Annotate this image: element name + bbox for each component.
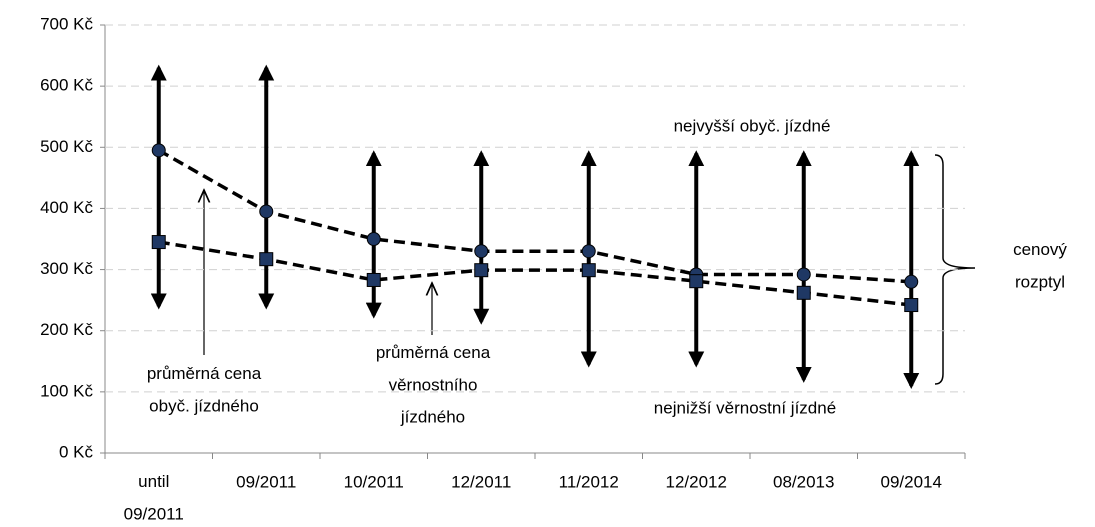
point [581, 263, 596, 278]
y-tick-label: 0 Kč [59, 442, 94, 461]
x-tick-label: 10/2011 [344, 472, 404, 491]
x-tick-label: 09/2014 [881, 472, 942, 491]
point [689, 274, 704, 289]
y-tick-label: 700 Kč [40, 14, 93, 33]
point [151, 235, 166, 250]
series-line [158, 240, 912, 307]
point [796, 285, 811, 300]
annotation: cenový rozptyl [1013, 240, 1067, 291]
y-tick-label: 400 Kč [40, 198, 93, 217]
point [474, 263, 489, 278]
annotation: nejvyšší obyč. jízdné [674, 116, 831, 135]
y-tick-label: 500 Kč [40, 137, 93, 156]
annotation: nejnižší věrnostní jízdné [654, 398, 836, 417]
point [904, 298, 919, 313]
point [366, 232, 381, 246]
y-tick-label: 300 Kč [40, 259, 93, 278]
x-tick-label: 12/2011 [451, 472, 511, 491]
point [796, 267, 811, 282]
x-tick-label: 09/2011 [236, 472, 296, 491]
x-tick-label: until 09/2011 [124, 472, 184, 523]
x-tick-label: 08/2013 [773, 472, 834, 491]
point [366, 272, 381, 287]
y-tick-label: 100 Kč [40, 381, 93, 400]
point [904, 274, 919, 289]
point [474, 244, 489, 259]
bracket [934, 154, 976, 385]
x-tick-label: 11/2012 [559, 472, 619, 491]
point [259, 204, 274, 219]
x-tick-label: 12/2012 [666, 472, 727, 491]
annotation: průměrná cena věrnostního jízdného [376, 343, 491, 427]
point [581, 244, 596, 259]
annotation: průměrná cena obyč. jízdného [147, 364, 262, 415]
point [259, 252, 274, 267]
series-line [157, 148, 912, 284]
point [151, 143, 166, 158]
y-tick-label: 600 Kč [40, 76, 93, 95]
y-tick-label: 200 Kč [40, 320, 93, 339]
